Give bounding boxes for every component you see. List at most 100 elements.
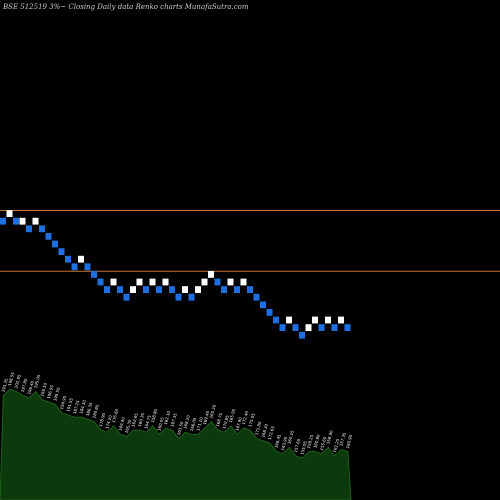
renko-brick: [6, 210, 13, 217]
renko-brick: [305, 324, 312, 331]
volume-label: 175.05: [247, 412, 256, 427]
volume-label: 184.10: [78, 399, 87, 414]
volume-label: 163.90: [280, 436, 289, 451]
volume-label: 169.45: [202, 410, 211, 425]
volume-label: 196.95: [46, 384, 55, 399]
renko-brick: [52, 240, 58, 248]
renko-brick: [292, 324, 299, 331]
renko-brick: [221, 286, 227, 293]
volume-label: 198.55: [7, 371, 16, 386]
renko-brick: [338, 316, 344, 324]
volume-label: 160.80: [312, 433, 321, 448]
volume-label: 158.25: [306, 434, 315, 449]
volume-label: 160.90: [345, 434, 354, 449]
resistance-lines: [0, 210, 500, 272]
volume-label: 171.10: [195, 416, 204, 431]
volume-label: 191.55: [65, 397, 74, 412]
renko-brick: [104, 286, 110, 293]
volume-label: 187.25: [72, 399, 81, 414]
volume-label: 168.75: [215, 412, 224, 427]
renko-brick: [253, 293, 260, 301]
volume-label: 158.90: [325, 429, 334, 444]
volume-label: 158.80: [150, 408, 159, 423]
renko-brick: [195, 286, 201, 293]
volume-label: 195.05: [33, 374, 42, 389]
volume-label: 167.90: [234, 416, 243, 431]
volume-label: 168.30: [260, 423, 269, 438]
renko-brick: [162, 278, 169, 286]
volume-label: 165.30: [124, 419, 133, 434]
renko-brick: [169, 286, 175, 293]
volume-label: 199.10: [39, 382, 48, 397]
renko-brick: [78, 255, 84, 263]
volume-label: 174.10: [104, 414, 113, 429]
renko-brick: [227, 278, 234, 286]
volume-label: 180.85: [91, 404, 100, 419]
renko-brick: [84, 263, 91, 271]
renko-brick: [286, 316, 292, 324]
renko-brick: [188, 293, 195, 301]
volume-area-shape: [0, 388, 352, 500]
volume-label: 166.05: [189, 417, 198, 432]
volume-label: 160.35: [137, 412, 146, 427]
renko-brick: [331, 324, 338, 331]
volume-label: 155.60: [319, 436, 328, 451]
volume-label: 186.35: [85, 401, 94, 416]
volume-label: 164.75: [143, 414, 152, 429]
renko-brick: [149, 278, 156, 286]
renko-brick: [175, 293, 182, 301]
volume-label: 160.05: [156, 416, 165, 431]
volume-label: 155.05: [299, 440, 308, 455]
volume-label: 163.50: [176, 421, 185, 436]
volume-label: 170.85: [221, 414, 230, 429]
renko-brick: [156, 286, 162, 293]
renko-brick: [123, 293, 130, 301]
volume-label: 172.40: [241, 410, 250, 425]
renko-brick: [318, 324, 325, 331]
renko-brick: [65, 255, 71, 263]
volume-label: 202.95: [13, 374, 22, 389]
renko-brick: [13, 217, 19, 225]
renko-brick: [58, 248, 65, 255]
renko-brick: [247, 286, 253, 293]
renko-brick: [344, 324, 351, 331]
renko-bricks: [0, 210, 351, 339]
renko-brick: [201, 278, 208, 286]
renko-brick: [312, 316, 318, 324]
renko-brick: [91, 271, 97, 278]
volume-label: 171.80: [254, 421, 263, 436]
renko-brick: [110, 278, 117, 286]
volume-label: 197.80: [20, 378, 29, 393]
volume-label: 178.90: [98, 412, 107, 427]
renko-brick: [299, 331, 305, 339]
renko-brick: [273, 316, 279, 324]
renko-brick: [143, 286, 149, 293]
volume-label: 199.50: [52, 386, 61, 401]
volume-area: 193.35198.55202.95197.80196.40195.05199.…: [0, 371, 353, 500]
volume-label: 172.65: [267, 425, 276, 440]
volume-label: 162.10: [163, 410, 172, 425]
renko-brick: [136, 278, 143, 286]
renko-brick: [97, 278, 104, 286]
volume-label: 176.60: [111, 408, 120, 423]
volume-label: 161.25: [332, 438, 341, 453]
volume-label: 165.20: [208, 404, 217, 419]
renko-brick: [117, 286, 123, 293]
renko-brick: [45, 233, 52, 240]
renko-brick: [32, 217, 39, 225]
volume-label: 162.65: [130, 412, 139, 427]
volume-label: 157.35: [338, 431, 347, 446]
renko-brick: [71, 263, 78, 271]
volume-label: 193.35: [0, 378, 9, 393]
volume-label: 160.15: [286, 429, 295, 444]
renko-brick: [130, 286, 136, 293]
renko-brick: [325, 316, 331, 324]
volume-label: 196.40: [26, 380, 35, 395]
renko-brick: [214, 278, 221, 286]
chart-title: BSE 512519 3%~ Closing Daily data Renko …: [3, 3, 249, 11]
renko-brick: [26, 225, 32, 233]
renko-brick: [240, 278, 247, 286]
volume-label: 157.60: [293, 438, 302, 453]
renko-brick: [260, 301, 266, 309]
